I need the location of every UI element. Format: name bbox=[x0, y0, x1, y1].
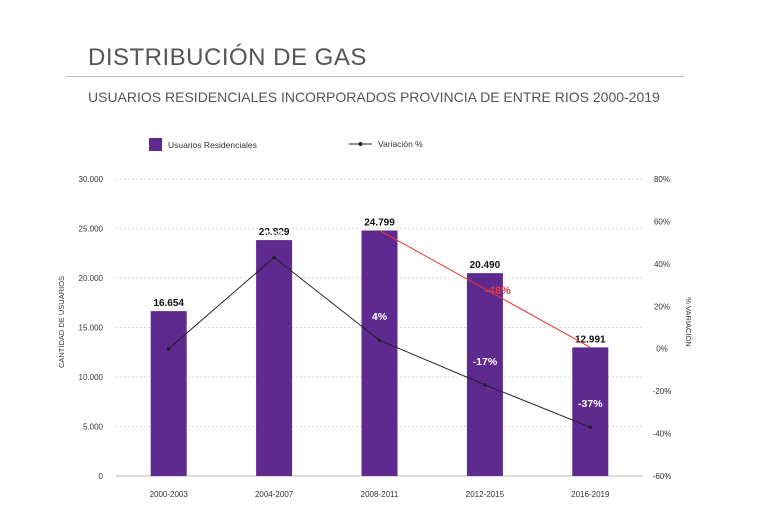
variation-line bbox=[166, 255, 593, 430]
variation-label: -37% bbox=[578, 398, 603, 410]
bar-value-label: 12.991 bbox=[575, 334, 606, 345]
y2-axis-title: % VARIACIÓN bbox=[684, 297, 693, 346]
legend: Usuarios Residenciales Variación % bbox=[149, 138, 423, 151]
y-tick-label: 20.000 bbox=[79, 274, 104, 283]
y-tick-label: 30.000 bbox=[79, 175, 104, 184]
trend-segment bbox=[379, 230, 591, 348]
variation-point bbox=[166, 346, 171, 351]
legend-bar-swatch bbox=[149, 138, 162, 151]
x-tick-label: 2004-2007 bbox=[255, 490, 294, 499]
bar-series bbox=[150, 230, 609, 476]
chart-subtitle: USUARIOS RESIDENCIALES INCORPORADOS PROV… bbox=[88, 89, 660, 105]
bar-value-label: 16.654 bbox=[153, 298, 184, 309]
bar bbox=[361, 230, 398, 476]
x-tick-label: 2012-2015 bbox=[466, 490, 505, 499]
x-tick-label: 2008-2011 bbox=[361, 490, 399, 499]
variation-point bbox=[588, 425, 593, 430]
variation-labels: 43% 4% -17% -37% bbox=[264, 228, 604, 410]
y-tick-label: 15.000 bbox=[79, 324, 104, 333]
variation-label: -17% bbox=[473, 356, 498, 368]
x-tick-label: 2016-2019 bbox=[571, 490, 610, 499]
y2-tick-label: 80% bbox=[654, 175, 670, 184]
y-axis-right: -60% -40% -20% 0% 20% 40% 60% 80% bbox=[653, 175, 672, 481]
bar-value-label: 24.799 bbox=[364, 217, 395, 228]
y2-tick-label: 0% bbox=[656, 345, 668, 354]
y-tick-label: 5.000 bbox=[83, 423, 104, 432]
x-tick-label: 2000-2003 bbox=[150, 490, 189, 499]
variation-point bbox=[483, 382, 487, 387]
y-tick-label: 25.000 bbox=[79, 225, 104, 234]
legend-line-marker bbox=[358, 142, 363, 146]
y2-tick-label: -40% bbox=[653, 430, 672, 439]
y2-tick-label: 40% bbox=[654, 260, 670, 269]
title-divider bbox=[66, 76, 684, 77]
variation-label: 4% bbox=[372, 311, 388, 323]
y-tick-label: 0 bbox=[99, 472, 104, 481]
bar bbox=[466, 273, 503, 476]
x-axis-labels: 2000-2003 2004-2007 2008-2011 2012-2015 2016… bbox=[150, 490, 610, 499]
change-annotation: -48% bbox=[485, 285, 511, 297]
legend-bar-label: Usuarios Residenciales bbox=[168, 140, 257, 150]
y-axis-left: 0 5.000 10.000 15.000 20.000 25.000 30.000 bbox=[79, 175, 104, 481]
page-title: DISTRIBUCIÓN DE GAS bbox=[88, 44, 367, 71]
y2-tick-label: -20% bbox=[653, 387, 672, 396]
bar bbox=[256, 240, 293, 476]
y2-tick-label: 20% bbox=[654, 302, 670, 311]
y2-tick-label: -60% bbox=[653, 472, 672, 481]
bar-value-label: 23.829 bbox=[259, 227, 290, 238]
variation-point bbox=[272, 255, 276, 260]
trend-line bbox=[379, 230, 591, 348]
bar-value-labels: 16.654 23.829 24.799 20.490 12.991 bbox=[153, 217, 606, 345]
y-axis-title: CANTIDAD DE USUARIOS bbox=[57, 276, 66, 368]
variation-point bbox=[377, 338, 382, 343]
y-tick-label: 10.000 bbox=[79, 373, 104, 382]
bar bbox=[572, 347, 609, 476]
variation-label: 43% bbox=[264, 228, 286, 240]
bar-value-label: 20.490 bbox=[470, 260, 501, 271]
bar bbox=[150, 311, 187, 476]
y2-tick-label: 60% bbox=[654, 217, 670, 226]
legend-line-label: Variación % bbox=[378, 139, 423, 149]
